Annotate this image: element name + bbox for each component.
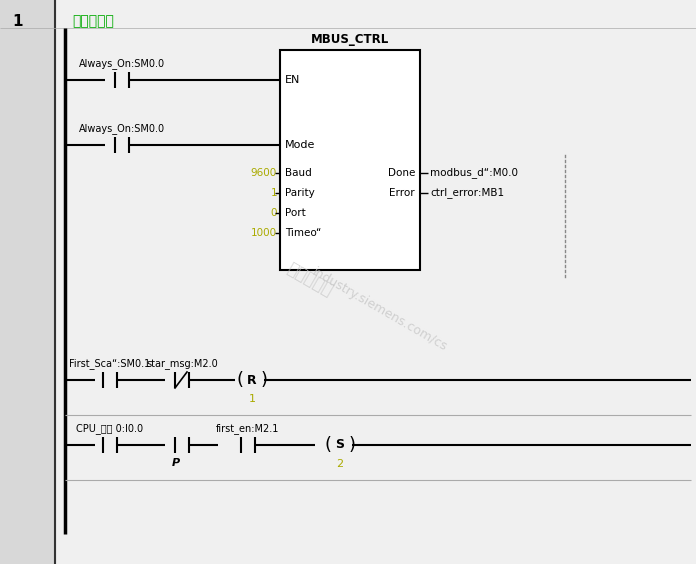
Text: Error: Error	[389, 188, 415, 198]
Text: Port: Port	[285, 208, 306, 218]
Text: 西门子工业: 西门子工业	[284, 259, 336, 300]
Text: Parity: Parity	[285, 188, 315, 198]
Text: S: S	[335, 438, 345, 452]
Text: ctrl_error:MB1: ctrl_error:MB1	[430, 188, 504, 199]
Text: 9600: 9600	[251, 168, 277, 178]
Text: 2: 2	[336, 459, 344, 469]
Text: Mode: Mode	[285, 140, 315, 150]
Text: P: P	[172, 458, 180, 468]
Text: 程序段注释: 程序段注释	[72, 14, 114, 28]
Bar	[0, 0, 55, 564]
Text: ): )	[349, 436, 356, 454]
Text: 1: 1	[270, 188, 277, 198]
Text: ): )	[260, 371, 267, 389]
Text: EN: EN	[285, 75, 301, 85]
Text: First_Sca“:SM0.1: First_Sca“:SM0.1	[70, 358, 150, 369]
Text: MBUS_CTRL: MBUS_CTRL	[311, 33, 389, 46]
Bar	[280, 50, 420, 270]
Text: star_msg:M2.0: star_msg:M2.0	[146, 358, 218, 369]
Text: Baud: Baud	[285, 168, 312, 178]
Text: modbus_d“:M0.0: modbus_d“:M0.0	[430, 168, 518, 178]
Text: (: (	[324, 436, 331, 454]
Text: industry.siemens.com/cs: industry.siemens.com/cs	[310, 266, 450, 354]
Text: (: (	[237, 371, 244, 389]
Text: first_en:M2.1: first_en:M2.1	[216, 423, 280, 434]
Text: 1000: 1000	[251, 228, 277, 238]
Text: 1: 1	[13, 14, 23, 29]
Text: 1: 1	[248, 394, 255, 404]
Text: 0: 0	[271, 208, 277, 218]
Text: Always_On:SM0.0: Always_On:SM0.0	[79, 58, 165, 69]
Text: Always_On:SM0.0: Always_On:SM0.0	[79, 123, 165, 134]
Text: R: R	[247, 373, 257, 386]
Text: CPU_输入 0:I0.0: CPU_输入 0:I0.0	[77, 423, 143, 434]
Text: Done: Done	[388, 168, 415, 178]
Text: Timeo“: Timeo“	[285, 228, 322, 238]
